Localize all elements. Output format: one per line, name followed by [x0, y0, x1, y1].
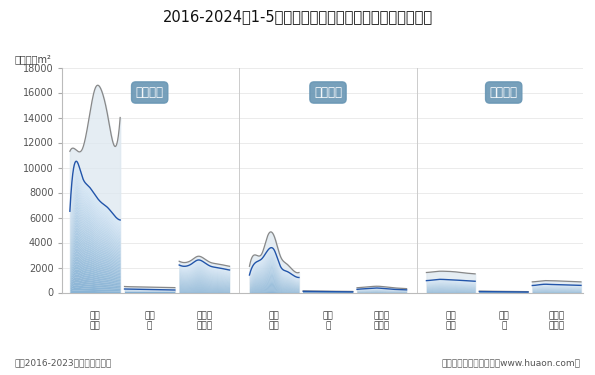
Text: 制图：华经产业研究院（www.huaon.com）: 制图：华经产业研究院（www.huaon.com）	[441, 358, 580, 368]
Text: 商业营
业用房: 商业营 业用房	[374, 311, 390, 331]
Text: 商品
住宅: 商品 住宅	[446, 311, 456, 331]
Text: 商业营
业用房: 商业营 业用房	[196, 311, 212, 331]
Text: 商品
住宅: 商品 住宅	[269, 311, 280, 331]
Text: 竣工面积: 竣工面积	[490, 86, 518, 99]
Text: 新开面积: 新开面积	[314, 86, 342, 99]
Text: 商品
住宅: 商品 住宅	[90, 311, 101, 331]
Text: 施工面积: 施工面积	[136, 86, 164, 99]
Text: 办公
楼: 办公 楼	[499, 311, 509, 331]
Text: 2016-2024年1-5月新疆维吾尔自治区房地产施工面积情况: 2016-2024年1-5月新疆维吾尔自治区房地产施工面积情况	[162, 9, 433, 24]
Text: 商业营
业用房: 商业营 业用房	[549, 311, 565, 331]
Text: 办公
楼: 办公 楼	[145, 311, 155, 331]
Text: 单位：万m²: 单位：万m²	[15, 54, 52, 64]
Text: 办公
楼: 办公 楼	[322, 311, 333, 331]
Text: 注：2016-2023年为全年度数据: 注：2016-2023年为全年度数据	[15, 358, 112, 368]
